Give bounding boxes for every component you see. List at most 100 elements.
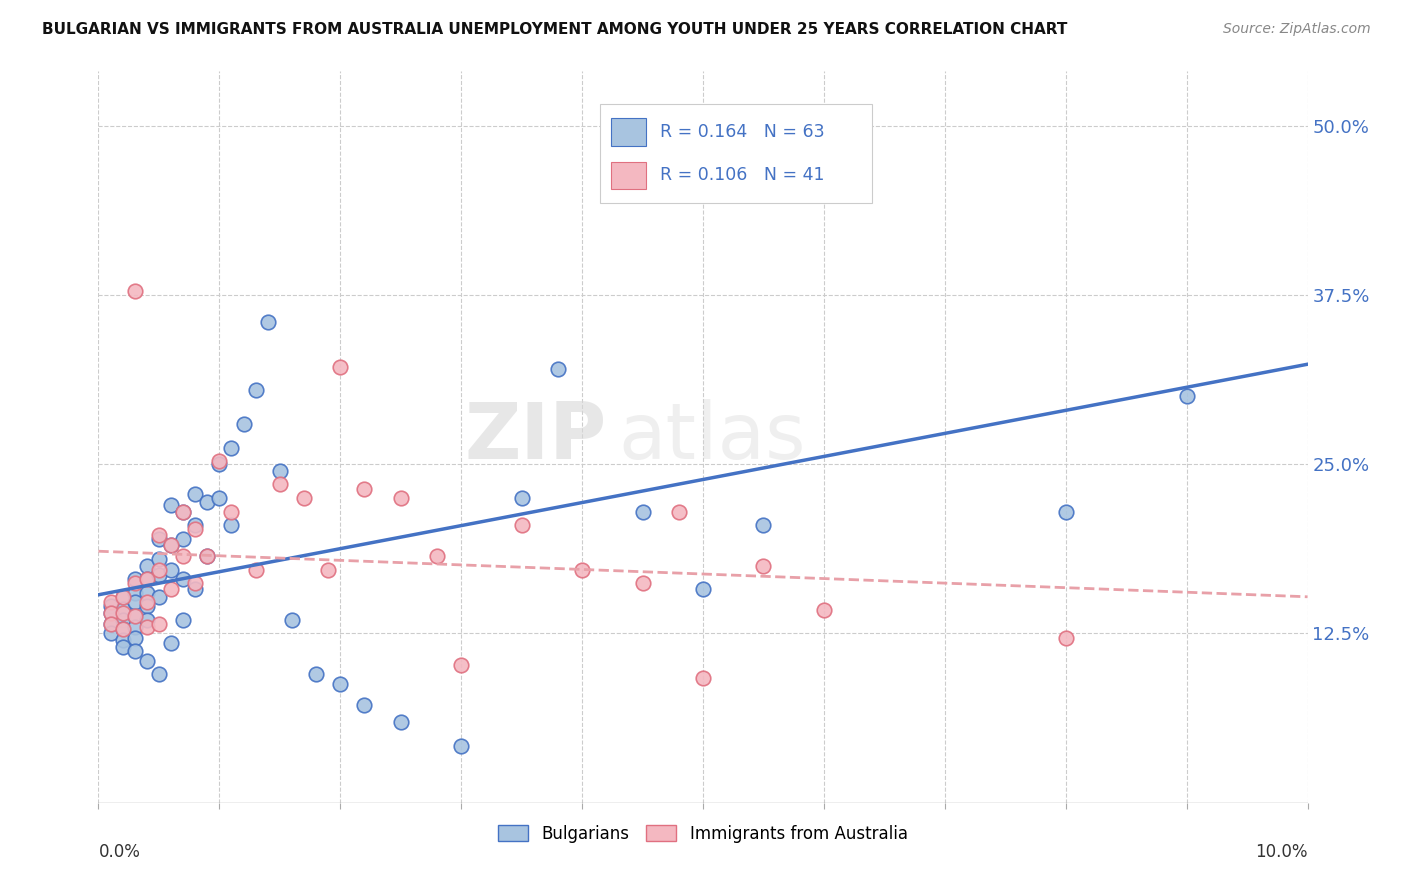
Point [1175,389,1198,403]
Point [148,617,170,632]
Point [148,590,170,604]
Point [135,595,157,609]
Point [752,518,775,533]
Point [124,586,146,600]
Point [245,383,267,397]
Text: 10.0%: 10.0% [1256,843,1308,861]
Point [221,441,243,455]
Text: R = 0.106   N = 41: R = 0.106 N = 41 [659,167,824,185]
Point [100,606,122,620]
Point [124,284,146,298]
FancyBboxPatch shape [600,104,872,203]
Point [135,558,157,573]
Point [100,626,122,640]
Text: BULGARIAN VS IMMIGRANTS FROM AUSTRALIA UNEMPLOYMENT AMONG YOUTH UNDER 25 YEARS C: BULGARIAN VS IMMIGRANTS FROM AUSTRALIA U… [42,22,1067,37]
Point [148,527,170,541]
Point [184,518,207,533]
Point [305,667,328,681]
Point [195,495,218,509]
Point [160,582,183,596]
FancyBboxPatch shape [612,161,647,189]
Point [353,482,375,496]
Point [329,676,352,690]
Point [172,549,194,564]
Point [389,714,412,729]
Point [111,606,134,620]
Point [208,491,231,505]
Point [135,572,157,586]
Point [389,491,412,505]
Point [100,595,122,609]
Point [124,576,146,591]
Point [752,558,775,573]
Point [256,315,278,329]
Point [184,522,207,536]
Point [208,457,231,471]
Point [172,532,194,546]
Point [692,671,714,685]
Legend: Bulgarians, Immigrants from Australia: Bulgarians, Immigrants from Australia [492,818,914,849]
Point [172,505,194,519]
Point [547,362,569,376]
Point [1054,505,1077,519]
Point [692,582,714,596]
Point [160,538,183,552]
Point [111,633,134,648]
Point [135,654,157,668]
Point [426,549,449,564]
Point [510,518,533,533]
Point [221,518,243,533]
Point [124,608,146,623]
Point [184,582,207,596]
Point [631,505,654,519]
Point [100,606,122,620]
Point [124,595,146,609]
Point [510,491,533,505]
Point [172,505,194,519]
Text: 0.0%: 0.0% [98,843,141,861]
Text: Source: ZipAtlas.com: Source: ZipAtlas.com [1223,22,1371,37]
Text: ZIP: ZIP [464,399,606,475]
Point [111,623,134,637]
Point [668,505,690,519]
Point [195,549,218,564]
Point [148,563,170,577]
Point [135,586,157,600]
Point [135,572,157,586]
Point [111,602,134,616]
FancyBboxPatch shape [612,118,647,145]
Point [148,667,170,681]
Point [100,599,122,614]
Point [184,576,207,591]
Point [135,620,157,634]
Point [813,603,835,617]
Point [281,613,304,627]
Point [124,631,146,645]
Text: R = 0.164   N = 63: R = 0.164 N = 63 [659,123,825,141]
Point [813,116,835,130]
Point [135,599,157,614]
Point [245,563,267,577]
Point [124,572,146,586]
Point [135,613,157,627]
Point [111,590,134,604]
Point [160,563,183,577]
Point [111,640,134,654]
Point [316,563,339,577]
Point [292,491,315,505]
Point [111,623,134,637]
Point [631,576,654,591]
Point [353,698,375,713]
Point [269,464,291,478]
Point [329,359,352,374]
Point [148,568,170,582]
Point [148,552,170,566]
Point [195,549,218,564]
Point [111,590,134,604]
Point [172,613,194,627]
Point [124,608,146,623]
Point [450,657,472,672]
Point [111,613,134,627]
Point [232,417,254,431]
Point [160,636,183,650]
